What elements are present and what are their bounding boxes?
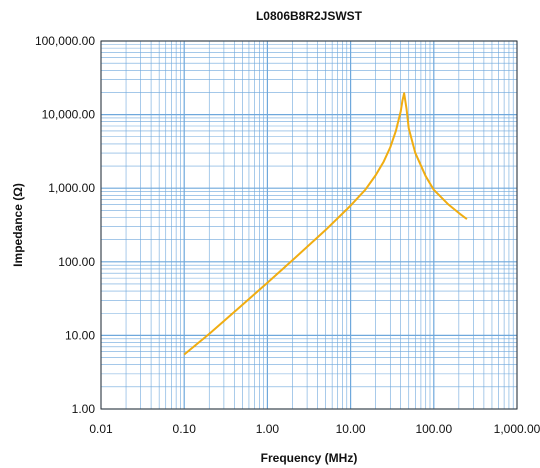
grid-minor-lines (101, 41, 517, 409)
grid-major-lines (100, 40, 518, 410)
plot-frame (100, 40, 518, 410)
y-axis-label: Impedance (Ω) (11, 183, 25, 267)
x-tick-label: 0.10 (173, 422, 197, 436)
x-tick-label: 0.01 (89, 422, 113, 436)
impedance-series-line (183, 92, 468, 356)
y-tick-label: 100.00 (58, 255, 95, 269)
x-tick-label: 1.00 (256, 422, 280, 436)
y-tick-label: 1.00 (72, 402, 96, 416)
y-tick-label: 100,000.00 (35, 34, 95, 48)
chart-title: L0806B8R2JSWST (256, 9, 363, 23)
x-tick-labels: 0.01 0.10 1.00 10.00 100.00 1,000.00 (89, 422, 540, 436)
y-tick-label: 10,000.00 (42, 108, 96, 122)
y-tick-labels: 1.00 10.00 100.00 1,000.00 10,000.00 100,000.… (35, 34, 95, 416)
y-tick-label: 1,000.00 (48, 181, 95, 195)
x-axis-label: Frequency (MHz) (261, 451, 358, 465)
x-tick-label: 1,000.00 (494, 422, 540, 436)
x-tick-label: 100.00 (415, 422, 452, 436)
y-tick-label: 10.00 (65, 328, 95, 342)
x-tick-label: 10.00 (336, 422, 366, 436)
